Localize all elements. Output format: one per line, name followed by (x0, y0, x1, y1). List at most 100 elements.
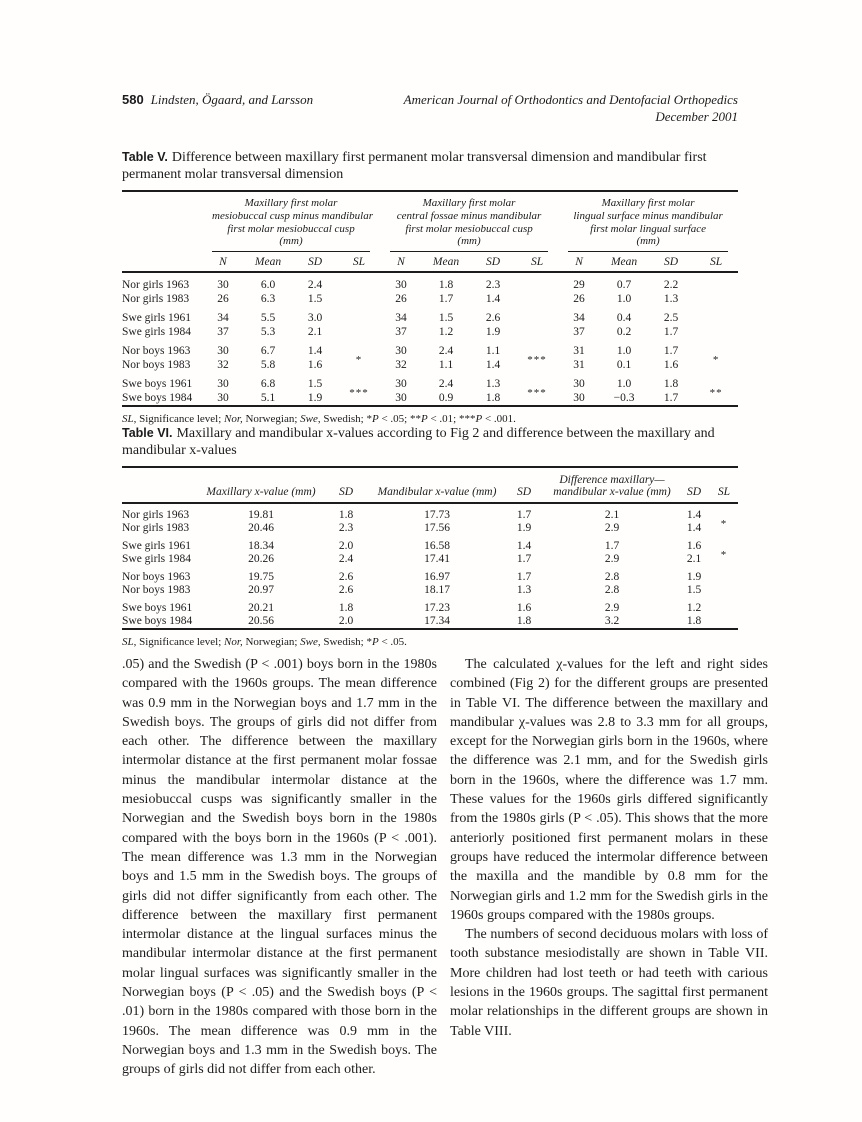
col-header-mean: Mean (600, 252, 649, 274)
table-cell: 16.58 (424, 540, 450, 553)
table-cell: 1.6 (663, 359, 679, 372)
table-cell: 2.1 (307, 326, 323, 339)
table-cell: 26 (395, 293, 407, 306)
table-cell: 1.8 (663, 378, 679, 391)
table-cell: 30 (217, 378, 229, 391)
significance-cell (516, 272, 558, 306)
row-label: Nor girls 1983 (122, 522, 190, 535)
table-vi-caption: Table VI. Maxillary and mandibular x-valu… (122, 425, 740, 459)
table-cell: 1.3 (516, 584, 532, 597)
table-cell: 20.46 (248, 522, 274, 535)
table-cell: 37 (217, 326, 229, 339)
table-v-label-column-header (122, 191, 202, 274)
table-cell: 16.97 (424, 571, 450, 584)
table-cell: 2.4 (438, 378, 454, 391)
significance-cell (338, 272, 380, 306)
table-cell: 32 (217, 359, 229, 372)
table-cell: 2.4 (338, 553, 354, 566)
table-cell: 17.56 (424, 522, 450, 535)
table-cell: 18.17 (424, 584, 450, 597)
table-cell: 34 (573, 312, 585, 325)
table-cell: 1.4 (686, 509, 702, 522)
significance-cell: ** (709, 387, 723, 400)
table-cell: 5.1 (260, 392, 276, 405)
table-v-group-header-row: Maxillary first molar mesiobuccal cusp m… (122, 191, 738, 274)
journal-title: American Journal of Orthodontics and Den… (403, 92, 738, 107)
table-cell: 19.75 (248, 571, 274, 584)
row-label: Nor girls 1963 (122, 279, 190, 292)
table-cell: 1.8 (438, 279, 454, 292)
journal-date: December 2001 (655, 108, 738, 124)
paragraph: .05) and the Swedish (P < .001) boys bor… (122, 657, 437, 1078)
significance-cell: *** (527, 354, 547, 367)
significance-cell (710, 566, 738, 597)
running-authors-text: Lindsten, Ögaard, and Larsson (150, 92, 314, 107)
table-v-footnote: SL, Significance level; Nor, Norwegian; … (122, 413, 516, 426)
table-cell: 1.8 (338, 509, 354, 522)
table-cell: 17.41 (424, 553, 450, 566)
paragraph: The calculated χ-values for the left and… (450, 657, 768, 923)
table-cell: 1.4 (516, 540, 532, 553)
table-cell: 30 (217, 345, 229, 358)
table-cell: 1.5 (307, 293, 323, 306)
table-v-group2-heading: Maxillary first molar central fossae min… (380, 191, 558, 253)
significance-cell: * (720, 517, 728, 530)
table-vi: Maxillary x-value (mm) SD Mandibular x-v… (122, 466, 738, 631)
significance-cell: * (712, 354, 720, 367)
table-cell: 1.5 (307, 378, 323, 391)
significance-cell: * (720, 548, 728, 561)
col-header-mandibular-x: Mandibular x-value (mm) (372, 467, 502, 505)
table-row: Nor girls 1963 30 6.0 2.4 30 1.8 2.3 29 … (122, 272, 738, 292)
table-cell: 1.8 (338, 602, 354, 615)
col-header-sd: SD (292, 252, 338, 274)
table-vi-label-column-header (122, 467, 202, 505)
table-cell: 2.8 (604, 571, 620, 584)
table-cell: 1.5 (686, 584, 702, 597)
table-cell: 2.4 (438, 345, 454, 358)
journal-header: American Journal of Orthodontics and Den… (404, 92, 738, 126)
table-cell: 1.0 (616, 378, 632, 391)
table-cell: 32 (395, 359, 407, 372)
table-cell: 30 (217, 392, 229, 405)
col-header-mean: Mean (244, 252, 292, 274)
table-cell: 1.6 (686, 540, 702, 553)
col-header-sl: SL (710, 467, 738, 505)
paragraph: The numbers of second deciduous molars w… (450, 927, 768, 1039)
row-label: Nor boys 1963 (122, 571, 191, 584)
row-label: Swe girls 1961 (122, 540, 191, 553)
table-cell: 1.4 (485, 359, 501, 372)
significance-cell (694, 272, 738, 306)
table-cell: 30 (217, 279, 229, 292)
table-cell: 3.2 (604, 615, 620, 628)
col-header-sd: SD (648, 252, 695, 274)
col-header-sd: SD (502, 467, 546, 505)
table-cell: 1.4 (307, 345, 323, 358)
table-cell: 1.0 (616, 293, 632, 306)
table-v-group3-heading: Maxillary first molar lingual surface mi… (558, 191, 738, 253)
table-cell: 1.2 (438, 326, 454, 339)
row-label: Swe girls 1961 (122, 312, 191, 325)
table-cell: 0.9 (438, 392, 454, 405)
table-row: Swe boys 1961 20.21 1.8 17.23 1.6 2.9 1.… (122, 597, 738, 615)
table-cell: 30 (395, 279, 407, 292)
right-column: The calculated χ-values for the left and… (450, 655, 768, 1080)
col-header-mean: Mean (422, 252, 471, 274)
table-v-block: Table V. Difference between maxillary fir… (122, 149, 740, 427)
table-cell: 20.56 (248, 615, 274, 628)
table-vi-footnote: SL, Significance level; Nor, Norwegian; … (122, 636, 407, 649)
table-cell: 2.1 (604, 509, 620, 522)
significance-cell: *** (527, 387, 547, 400)
table-cell: 1.1 (438, 359, 454, 372)
table-cell: 2.8 (604, 584, 620, 597)
table-v-subheader-row: N Mean SD SL N Mean SD SL N Mean SD SL (122, 252, 739, 274)
table-cell: 6.8 (260, 378, 276, 391)
table-row: Nor girls 1963 19.81 1.8 17.73 1.7 2.1 1… (122, 503, 738, 530)
table-row: Swe girls 1961 18.34 2.0 16.58 1.4 1.7 1… (122, 535, 738, 561)
table-v-group1-heading: Maxillary first molar mesiobuccal cusp m… (202, 191, 380, 253)
row-label: Nor girls 1983 (122, 293, 190, 306)
table-cell: 1.5 (438, 312, 454, 325)
col-header-sd: SD (470, 252, 517, 274)
table-cell: 30 (395, 392, 407, 405)
table-vi-header-row: Maxillary x-value (mm) SD Mandibular x-v… (122, 467, 738, 505)
table-cell: 6.7 (260, 345, 276, 358)
